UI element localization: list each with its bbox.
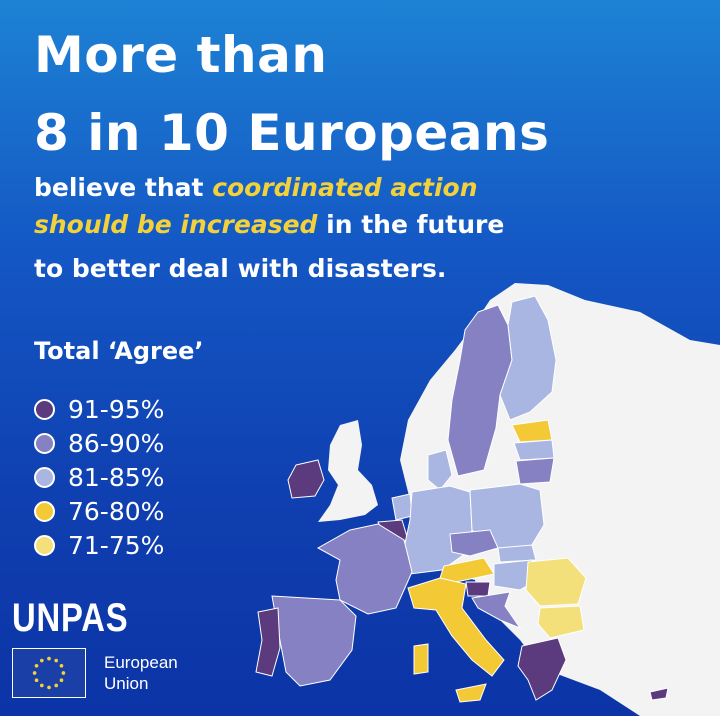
legend-label: 91-95% [68, 394, 165, 424]
map-country [316, 523, 413, 615]
eu-star-icon [47, 656, 51, 661]
legend-title: Total ‘Agree’ [34, 337, 204, 365]
map-turkey [600, 640, 720, 700]
map-country [513, 439, 555, 461]
eu-flag-icon [12, 648, 86, 698]
legend-swatch [34, 466, 55, 488]
eu-name-line-2: Union [104, 674, 149, 693]
eu-star-icon [39, 658, 44, 663]
legend-item: 76-80% [34, 494, 164, 528]
subtitle-highlight: should be increased [34, 210, 318, 239]
legend-swatch [34, 534, 55, 556]
eu-star-icon [59, 678, 64, 683]
subtitle-line-1: believe that coordinated action [34, 175, 478, 200]
map-country [407, 577, 505, 677]
eu-name: European Union [104, 652, 178, 694]
legend-label: 86-90% [68, 428, 165, 458]
legend-item: 86-90% [34, 426, 164, 460]
headline-line-2: 8 in 10 Europeans [34, 104, 550, 162]
eu-star-icon [32, 671, 37, 675]
map-country [525, 557, 587, 607]
map-country [449, 529, 499, 557]
eu-star-icon [34, 678, 39, 683]
subtitle-line-2: should be increased in the future [34, 212, 504, 237]
map-country [499, 295, 557, 421]
map-country [391, 493, 413, 521]
subtitle-text: believe that [34, 173, 213, 202]
map-country [427, 449, 453, 491]
map-country [471, 591, 522, 630]
map-country [517, 637, 567, 701]
eu-star-icon [54, 658, 59, 663]
map-country [497, 544, 537, 563]
eu-star-icon [54, 683, 59, 688]
legend: 91-95% 86-90% 81-85% 76-80% 71-75% [34, 392, 164, 562]
legend-label: 81-85% [68, 462, 165, 492]
map-country [537, 605, 585, 639]
legend-item: 91-95% [34, 392, 164, 426]
map-great-britain [318, 420, 378, 522]
unpas-logo: UNPAS [12, 596, 129, 640]
map-country [465, 581, 491, 597]
map-country [413, 643, 429, 675]
legend-swatch [34, 398, 55, 420]
legend-item: 81-85% [34, 460, 164, 494]
eu-star-icon [34, 663, 39, 668]
map-country [515, 457, 555, 485]
legend-label: 71-75% [68, 530, 165, 560]
map-country [439, 557, 495, 583]
headline-line-1: More than [34, 26, 328, 84]
legend-swatch [34, 432, 55, 454]
eu-star-icon [61, 671, 66, 675]
eu-star-icon [39, 683, 44, 688]
subtitle-line-3: to better deal with disasters. [34, 254, 447, 283]
legend-label: 76-80% [68, 496, 165, 526]
legend-swatch [34, 500, 55, 522]
map-country [649, 687, 669, 701]
map-country [255, 607, 281, 677]
map-country [271, 595, 357, 687]
eu-name-line-1: European [104, 653, 178, 672]
map-country [455, 683, 487, 703]
legend-item: 71-75% [34, 528, 164, 562]
map-country [287, 459, 325, 499]
eu-logo: European Union [12, 648, 178, 698]
eu-star-icon [59, 663, 64, 668]
subtitle-text: in the future [317, 210, 505, 239]
eu-star-icon [47, 685, 51, 690]
subtitle-highlight: coordinated action [212, 173, 478, 202]
